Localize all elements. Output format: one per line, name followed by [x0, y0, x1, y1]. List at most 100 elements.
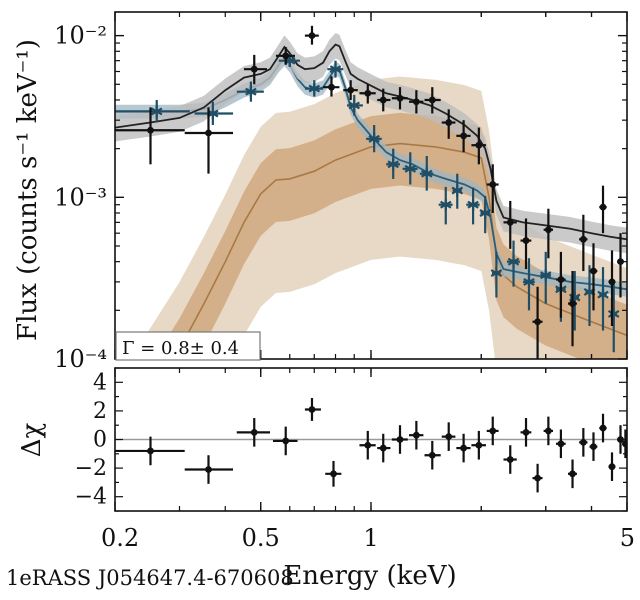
observed-data-point	[359, 84, 376, 104]
star-marker	[404, 162, 417, 175]
residual-point	[608, 452, 616, 481]
star-marker	[150, 105, 163, 118]
star-marker	[207, 107, 219, 120]
residual-point	[579, 428, 588, 457]
dot-marker	[489, 427, 497, 435]
background-data-point	[607, 284, 620, 353]
top-y-tick-label: 10⁻²	[54, 22, 107, 50]
x-tick-label: 1	[363, 524, 378, 552]
dot-marker	[460, 444, 468, 452]
top-y-axis-label: Flux (counts s⁻¹ keV⁻¹)	[13, 39, 43, 341]
background-data-point	[366, 125, 382, 153]
observed-data-point	[520, 218, 532, 270]
star-marker	[348, 99, 360, 112]
residual-point	[304, 398, 321, 421]
residual-point	[589, 432, 598, 461]
star-marker	[523, 275, 535, 288]
dot-marker	[506, 218, 514, 226]
dot-marker	[557, 276, 565, 283]
observed-data-point	[471, 127, 486, 165]
dot-marker	[599, 424, 607, 432]
dot-marker	[308, 32, 316, 40]
star-marker	[507, 255, 520, 268]
residual-point	[424, 440, 441, 470]
bottom-y-tick-label: 2	[93, 399, 107, 424]
dot-marker	[506, 456, 514, 463]
observed-data-point	[409, 90, 424, 114]
dot-marker	[489, 181, 497, 188]
residual-point	[409, 420, 424, 450]
residual-point	[599, 413, 607, 443]
source-model-line	[172, 142, 627, 359]
background-data-point	[402, 152, 418, 185]
background-data-point	[522, 258, 535, 311]
star-marker	[284, 54, 296, 67]
dot-marker	[428, 451, 436, 459]
dot-marker	[590, 443, 597, 451]
background-data-point	[479, 195, 491, 234]
star-marker	[583, 285, 596, 298]
star-marker	[607, 307, 620, 320]
dot-marker	[617, 258, 624, 266]
star-marker	[467, 198, 479, 211]
background-data-point	[194, 101, 234, 126]
flux-panel	[115, 25, 627, 359]
observed-data-point	[275, 47, 295, 65]
background-data-point	[583, 265, 596, 326]
dot-marker	[364, 89, 372, 97]
observed-data-point	[579, 214, 588, 272]
residual-point	[543, 416, 554, 446]
observed-data-point	[608, 250, 616, 326]
star-marker	[540, 269, 552, 282]
background-data-point	[386, 148, 401, 179]
dot-marker	[475, 441, 483, 449]
residual-point	[503, 445, 517, 474]
background-data-point	[540, 251, 552, 304]
dot-marker	[396, 94, 404, 102]
dot-marker	[147, 447, 154, 455]
dot-marker	[347, 86, 355, 94]
observed-data-point	[323, 76, 340, 97]
observed-data-point	[456, 120, 471, 153]
residual-panel	[115, 398, 627, 493]
dot-marker	[412, 98, 420, 106]
background-data-point	[347, 94, 363, 116]
dot-marker	[544, 226, 552, 234]
star-marker	[490, 267, 503, 280]
residual-point	[359, 430, 376, 460]
bottom-y-tick-label: −2	[75, 456, 107, 481]
dot-marker	[557, 440, 565, 448]
dot-marker	[608, 463, 616, 471]
dot-marker	[569, 470, 576, 478]
background-data-point	[597, 267, 609, 331]
background-data-point	[327, 60, 344, 78]
observed-data-point	[184, 107, 234, 174]
dot-marker	[396, 436, 404, 443]
observed-data-point	[556, 251, 566, 318]
observed-data-point	[391, 87, 408, 110]
dot-marker	[579, 235, 587, 243]
dot-marker	[599, 203, 607, 211]
bottom-y-tick-label: 0	[93, 428, 107, 453]
dot-marker	[445, 433, 453, 441]
residual-point	[471, 430, 486, 460]
background-data-point	[451, 173, 464, 209]
background-data-point	[419, 156, 434, 191]
dot-marker	[308, 406, 316, 413]
observed-data-point	[599, 185, 607, 234]
dot-marker	[250, 428, 258, 436]
bottom-y-tick-label: −4	[75, 485, 107, 510]
observed-data-point	[589, 243, 598, 311]
x-tick-label: 0.2	[101, 524, 139, 552]
residual-point	[377, 433, 391, 463]
dot-marker	[379, 96, 387, 104]
dot-marker	[364, 441, 372, 449]
x-tick-label: 5	[620, 524, 635, 552]
dot-marker	[579, 438, 587, 446]
total-model-line	[115, 43, 627, 241]
background-data-point	[490, 251, 503, 298]
star-marker	[329, 63, 342, 76]
x-tick-label: 0.5	[242, 524, 280, 552]
background-data-point	[115, 99, 190, 123]
background-data-point	[506, 240, 520, 287]
